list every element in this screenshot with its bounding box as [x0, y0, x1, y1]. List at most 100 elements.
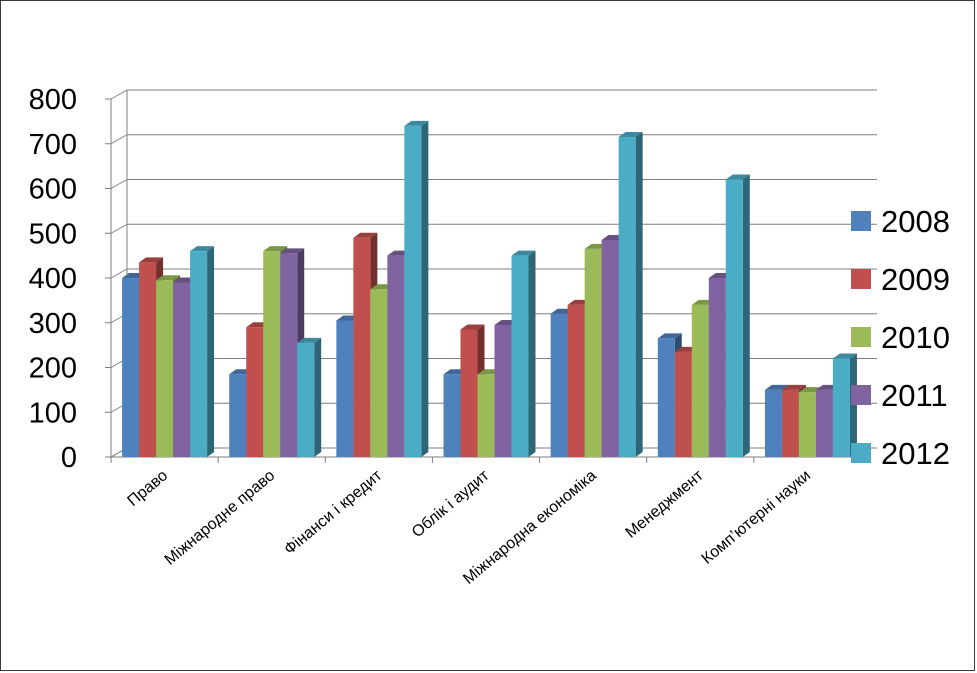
- x-tick-label: Менеджмент: [622, 467, 707, 542]
- legend-label: 2010: [881, 320, 950, 355]
- y-tick-label: 200: [29, 353, 77, 385]
- bar-front: [832, 358, 850, 457]
- legend-swatch: [851, 211, 871, 231]
- bar-side: [314, 337, 322, 457]
- bar-top: [764, 384, 789, 390]
- bar-front: [511, 255, 529, 457]
- bar-2012-1: [297, 337, 322, 457]
- bar-front: [280, 253, 298, 457]
- bar-side: [635, 132, 643, 457]
- gridline-diag: [110, 89, 128, 100]
- x-tick-label: Комп’ютерні науки: [699, 467, 814, 568]
- bar-front: [122, 278, 140, 457]
- gridline-diag: [110, 134, 128, 145]
- bar-top: [657, 333, 682, 339]
- bar-front: [173, 282, 191, 457]
- bar-side: [207, 246, 215, 457]
- bar-front: [336, 320, 354, 457]
- gridline-diag: [110, 223, 128, 234]
- bar-front: [246, 327, 264, 457]
- bar-front: [156, 280, 174, 457]
- bar-2012-4: [618, 132, 643, 457]
- bar-top: [297, 337, 322, 343]
- bar-side: [849, 353, 857, 457]
- bar-front: [815, 389, 833, 457]
- bar-front: [781, 389, 799, 457]
- bar-top: [618, 132, 643, 138]
- legend-label: 2009: [881, 262, 950, 297]
- gridline-diag: [110, 268, 128, 279]
- bar-front: [443, 374, 461, 457]
- legend: 2008 2009 2010 2011 2012: [851, 204, 950, 471]
- legend-item-2010: 2010: [851, 320, 950, 355]
- bar-front: [618, 137, 636, 457]
- bar-front: [190, 251, 208, 457]
- bar-front: [263, 251, 281, 457]
- bar-side: [742, 174, 750, 458]
- bar-front: [387, 255, 405, 457]
- bar-front: [725, 179, 743, 458]
- bar-front: [404, 125, 422, 457]
- bar-top: [353, 232, 378, 238]
- legend-swatch: [851, 269, 871, 289]
- bar-top: [781, 384, 806, 390]
- bar-front: [674, 351, 692, 457]
- bar-front: [708, 278, 726, 457]
- bar-2012-3: [511, 250, 536, 457]
- legend-swatch: [851, 385, 871, 405]
- bar-front: [567, 304, 585, 457]
- y-tick-labels: 0 100 200 300 400 500 600 700 800: [29, 84, 77, 474]
- x-tick-label: Право: [125, 467, 172, 510]
- bar-front: [139, 262, 157, 457]
- bar-front: [764, 389, 782, 457]
- y-tick-label: 700: [29, 129, 77, 161]
- legend-item-2008: 2008: [851, 204, 950, 239]
- bar-top: [832, 353, 857, 359]
- bar-top: [156, 275, 181, 281]
- y-tick-label: 100: [29, 397, 77, 429]
- bar-top: [511, 250, 536, 256]
- bar-side: [421, 120, 429, 457]
- bar-2012-2: [404, 120, 429, 457]
- bar-top: [280, 248, 305, 254]
- bar-2012-0: [190, 246, 215, 457]
- bar-front: [494, 324, 512, 457]
- bar-front: [477, 374, 495, 457]
- legend-item-2012: 2012: [851, 436, 950, 471]
- bar-top: [263, 246, 288, 252]
- bar-top: [404, 120, 429, 126]
- y-tick-label: 500: [29, 218, 77, 250]
- bar-front: [353, 237, 371, 457]
- x-tick-label: Фінанси і кредит: [281, 467, 386, 559]
- bar-top: [190, 246, 215, 252]
- legend-label: 2012: [881, 436, 950, 471]
- bars: [122, 120, 857, 458]
- bar-front: [601, 239, 619, 457]
- bar-front: [370, 289, 388, 457]
- legend-label: 2008: [881, 204, 950, 239]
- legend-swatch: [851, 443, 871, 463]
- bar-front: [798, 392, 816, 457]
- bar-front: [584, 248, 602, 457]
- x-tick-label: Міжнародне право: [162, 467, 279, 569]
- bar-front: [229, 374, 247, 457]
- bar-front: [550, 313, 568, 457]
- bar-front: [691, 304, 709, 457]
- bar-front: [297, 342, 315, 457]
- x-tick-label: Облік і аудит: [409, 467, 493, 542]
- legend-swatch: [851, 327, 871, 347]
- y-tick-label: 800: [29, 84, 77, 116]
- bar-2012-6: [832, 353, 857, 457]
- y-tick-label: 0: [61, 442, 77, 474]
- y-tick-label: 300: [29, 308, 77, 340]
- legend-item-2009: 2009: [851, 262, 950, 297]
- bar-front: [460, 329, 478, 457]
- bar-side: [528, 250, 536, 457]
- legend-label: 2011: [881, 378, 948, 413]
- legend-item-2011: 2011: [851, 378, 948, 413]
- bar-top: [139, 257, 164, 263]
- bar-2012-5: [725, 174, 750, 458]
- bar-top: [725, 174, 750, 180]
